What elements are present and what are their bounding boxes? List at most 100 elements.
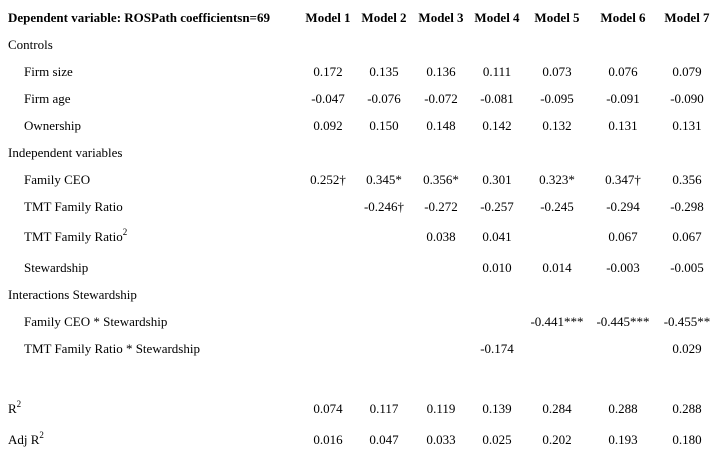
row-label-text: Independent variables [8,145,123,160]
cell: -0.298 [670,199,704,214]
cell: 0.092 [313,118,343,133]
cell: -0.081 [480,91,514,106]
cell: 0.119 [426,401,456,416]
cell: -0.072 [424,91,458,106]
cell: -0.257 [480,199,514,214]
cell: -0.047 [311,91,345,106]
cell: 0.029 [672,341,702,356]
cell: 0.016 [313,432,343,447]
row-label-text: TMT Family Ratio [24,199,123,214]
row-label-text: Stewardship [24,260,89,275]
cell: 0.135 [369,64,399,79]
row-label-text: Ownership [24,118,82,133]
row-label: Adj R2 [8,430,44,448]
column-header: Model 4 [474,10,520,25]
row-label: Controls [8,37,53,53]
row-label: Interactions Stewardship [8,287,137,303]
row-label: TMT Family Ratio2 [24,227,128,245]
cell: -0.245 [540,199,574,214]
cell: 0.172 [313,64,343,79]
row-label: TMT Family Ratio * Stewardship [24,341,200,357]
row-label-text: Adj R [8,432,40,447]
cell: -0.455** [663,314,711,329]
cell: -0.174 [480,341,514,356]
cell: 0.041 [482,229,512,244]
cell: -0.076 [367,91,401,106]
cell: -0.294 [606,199,640,214]
cell: 0.356* [423,172,459,187]
row-label: Family CEO [24,172,90,188]
row-label: TMT Family Ratio [24,199,123,215]
cell: 0.010 [482,260,512,275]
row-label-text: Interactions Stewardship [8,287,137,302]
superscript: 2 [122,227,128,237]
cell: 0.148 [426,118,456,133]
row-label: Family CEO * Stewardship [24,314,167,330]
cell: 0.132 [542,118,572,133]
row-label: R2 [8,399,22,417]
cell: 0.131 [608,118,638,133]
cell: 0.150 [369,118,399,133]
column-header: Model 7 [664,10,710,25]
row-label: Independent variables [8,145,122,161]
cell: 0.193 [608,432,638,447]
cell: -0.272 [424,199,458,214]
row-label-text: Family CEO [24,172,91,187]
cell: 0.180 [672,432,702,447]
cell: 0.073 [542,64,572,79]
row-label: Firm size [24,64,73,80]
cell: 0.345* [366,172,402,187]
column-header: Model 3 [418,10,464,25]
cell: 0.025 [482,432,512,447]
cell: 0.076 [608,64,638,79]
column-header: Model 2 [361,10,407,25]
header-label: Dependent variable: ROSPath coefficients… [8,10,270,25]
cell: 0.067 [608,229,638,244]
cell: -0.003 [606,260,640,275]
cell: 0.131 [672,118,702,133]
row-label: Firm age [24,91,71,107]
column-header: Model 6 [600,10,646,25]
cell: 0.347† [605,172,641,187]
superscript: 2 [16,399,22,409]
cell: -0.090 [670,91,704,106]
row-label-text: Family CEO * Stewardship [24,314,168,329]
cell: 0.288 [608,401,638,416]
cell: 0.067 [672,229,702,244]
cell: 0.079 [672,64,702,79]
column-header: Model 1 [305,10,351,25]
cell: 0.136 [426,64,456,79]
row-label-text: R [8,401,17,416]
row-label-text: TMT Family Ratio * Stewardship [24,341,200,356]
cell: -0.091 [606,91,640,106]
cell: 0.142 [482,118,512,133]
cell: -0.246† [363,199,405,214]
cell: 0.074 [313,401,343,416]
row-label-text: TMT Family Ratio [24,229,123,244]
cell: 0.288 [672,401,702,416]
cell: 0.252† [310,172,346,187]
row-label-text: Firm age [24,91,71,106]
cell: -0.445*** [596,314,650,329]
cell: -0.441*** [530,314,584,329]
cell: 0.139 [482,401,512,416]
cell: 0.014 [542,260,572,275]
cell: -0.095 [540,91,574,106]
cell: 0.301 [482,172,512,187]
cell: 0.356 [672,172,702,187]
cell: 0.117 [369,401,399,416]
cell: 0.038 [426,229,456,244]
row-label: Stewardship [24,260,88,276]
row-label-text: Controls [8,37,53,52]
column-header: Model 5 [534,10,580,25]
cell: 0.033 [426,432,456,447]
row-label-text: Firm size [24,64,73,79]
cell: 0.111 [482,64,512,79]
cell: -0.005 [670,260,704,275]
superscript: 2 [39,430,44,440]
cell: 0.202 [542,432,572,447]
row-label: Ownership [24,118,81,134]
cell: 0.047 [369,432,399,447]
cell: 0.284 [542,401,572,416]
